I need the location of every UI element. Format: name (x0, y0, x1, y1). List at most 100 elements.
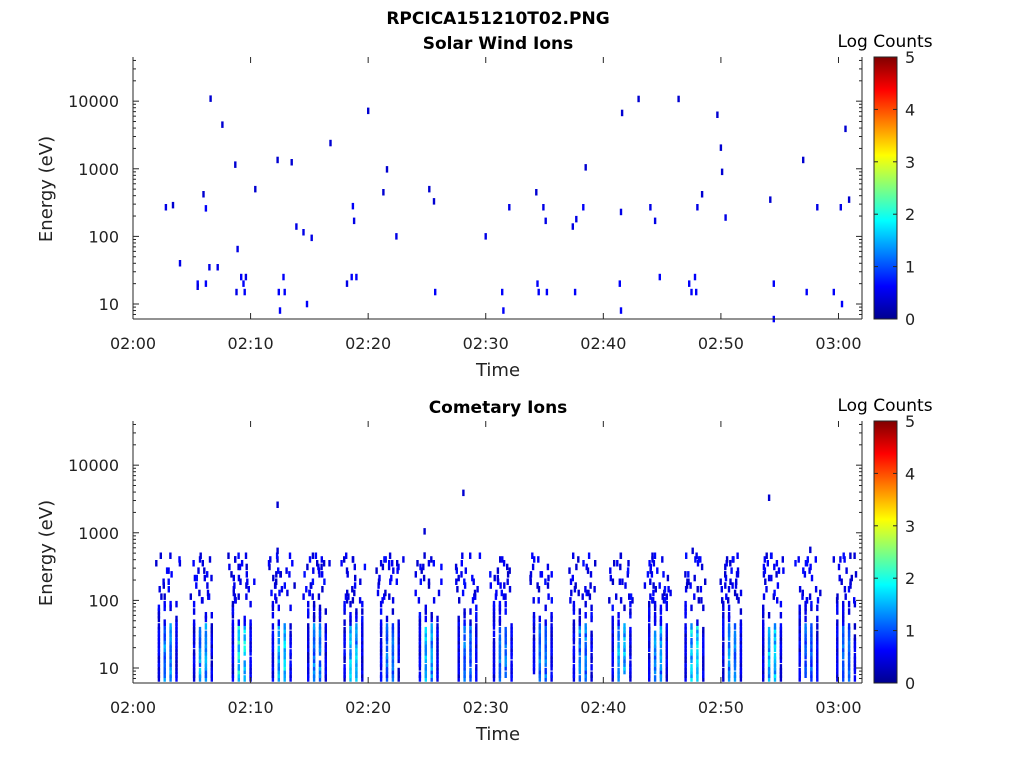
burst-cell (617, 660, 620, 667)
burst-cell (804, 638, 807, 645)
burst-cell (773, 623, 777, 630)
burst-cell (395, 578, 398, 585)
burst-cell (249, 619, 252, 626)
burst-cell (648, 667, 651, 675)
burst-cell (192, 623, 196, 630)
burst-cell (379, 623, 383, 630)
burst-cell (489, 582, 492, 589)
burst-cell (538, 623, 541, 630)
burst-cell (271, 612, 275, 619)
burst-cell (192, 664, 196, 671)
burst-cell (762, 571, 766, 578)
burst-cell (280, 586, 284, 593)
burst-cell (547, 593, 550, 600)
burst-cell (493, 574, 496, 582)
burst-cell (590, 612, 593, 619)
burst-cell (649, 578, 652, 585)
burst-cell (163, 645, 166, 652)
burst-cell (397, 649, 400, 656)
burst-cell (343, 556, 346, 563)
burst-cell (544, 578, 547, 585)
burst-cell (318, 630, 322, 638)
burst-cell (496, 578, 500, 585)
burst-cell (690, 604, 693, 612)
burst-cell (379, 652, 383, 660)
burst-cell (546, 563, 550, 571)
burst-cell (237, 563, 240, 571)
burst-cell (361, 652, 364, 660)
burst-cell (169, 641, 172, 649)
burst-cell (210, 638, 213, 645)
burst-cell (397, 652, 400, 660)
burst-cell (361, 671, 364, 678)
burst-cell (204, 630, 208, 638)
burst-cell (804, 600, 807, 608)
burst-cell (550, 626, 553, 634)
burst-cell (586, 567, 590, 574)
heatmap-cell (805, 288, 808, 296)
burst-cell (379, 645, 383, 652)
burst-cell (379, 641, 383, 649)
burst-cell (733, 645, 737, 652)
heatmap-cell (204, 280, 208, 287)
heatmap-cell (234, 161, 237, 168)
burst-cell (379, 675, 383, 682)
burst-cell (436, 623, 439, 630)
burst-cell (427, 560, 431, 567)
burst-cell (684, 586, 688, 593)
burst-cell (237, 630, 240, 638)
burst-cell (810, 656, 813, 664)
burst-cell (249, 634, 252, 641)
burst-cell (666, 574, 670, 582)
burst-cell (427, 582, 431, 589)
burst-cell (436, 626, 439, 634)
burst-cell (724, 563, 727, 571)
burst-cell (361, 634, 364, 641)
burst-cell (590, 638, 593, 645)
burst-cell (233, 582, 236, 589)
burst-cell (617, 641, 620, 649)
burst-cell (697, 597, 700, 604)
burst-cell (510, 623, 513, 630)
burst-cell (653, 652, 657, 660)
burst-cell (498, 667, 502, 675)
burst-cell (696, 560, 700, 567)
burst-cell (318, 641, 322, 649)
burst-cell (853, 652, 857, 660)
burst-cell (397, 671, 400, 678)
burst-cell (578, 638, 581, 645)
burst-cell (659, 626, 663, 634)
burst-cell (318, 612, 322, 619)
burst-cell (569, 578, 573, 585)
burst-cell (343, 634, 346, 641)
burst-cell (457, 626, 460, 634)
burst-cell (798, 619, 801, 626)
burst-cell (277, 604, 280, 612)
heatmap-cell (242, 280, 245, 287)
burst-cell (617, 667, 620, 675)
burst-cell (779, 671, 783, 678)
burst-cell (611, 675, 614, 682)
burst-cell (192, 619, 196, 626)
burst-cell (312, 645, 316, 652)
burst-cell (237, 652, 240, 660)
burst-cell (203, 567, 206, 574)
heatmap-cell (216, 264, 219, 271)
burst-cell (424, 604, 427, 612)
burst-cell (690, 656, 693, 664)
burst-cell (739, 645, 743, 652)
burst-cell (289, 630, 292, 638)
heatmap-cell (351, 202, 355, 210)
burst-cell (506, 563, 509, 571)
burst-cell (436, 615, 439, 623)
burst-cell (271, 634, 275, 641)
burst-cell (767, 660, 771, 667)
burst-cell (804, 649, 807, 656)
burst-cell (424, 664, 427, 671)
burst-cell (842, 634, 845, 641)
burst-cell (343, 671, 346, 678)
burst-cell (237, 638, 240, 645)
burst-cell (343, 608, 346, 615)
burst-cell (722, 641, 725, 649)
burst-cell (346, 571, 349, 578)
